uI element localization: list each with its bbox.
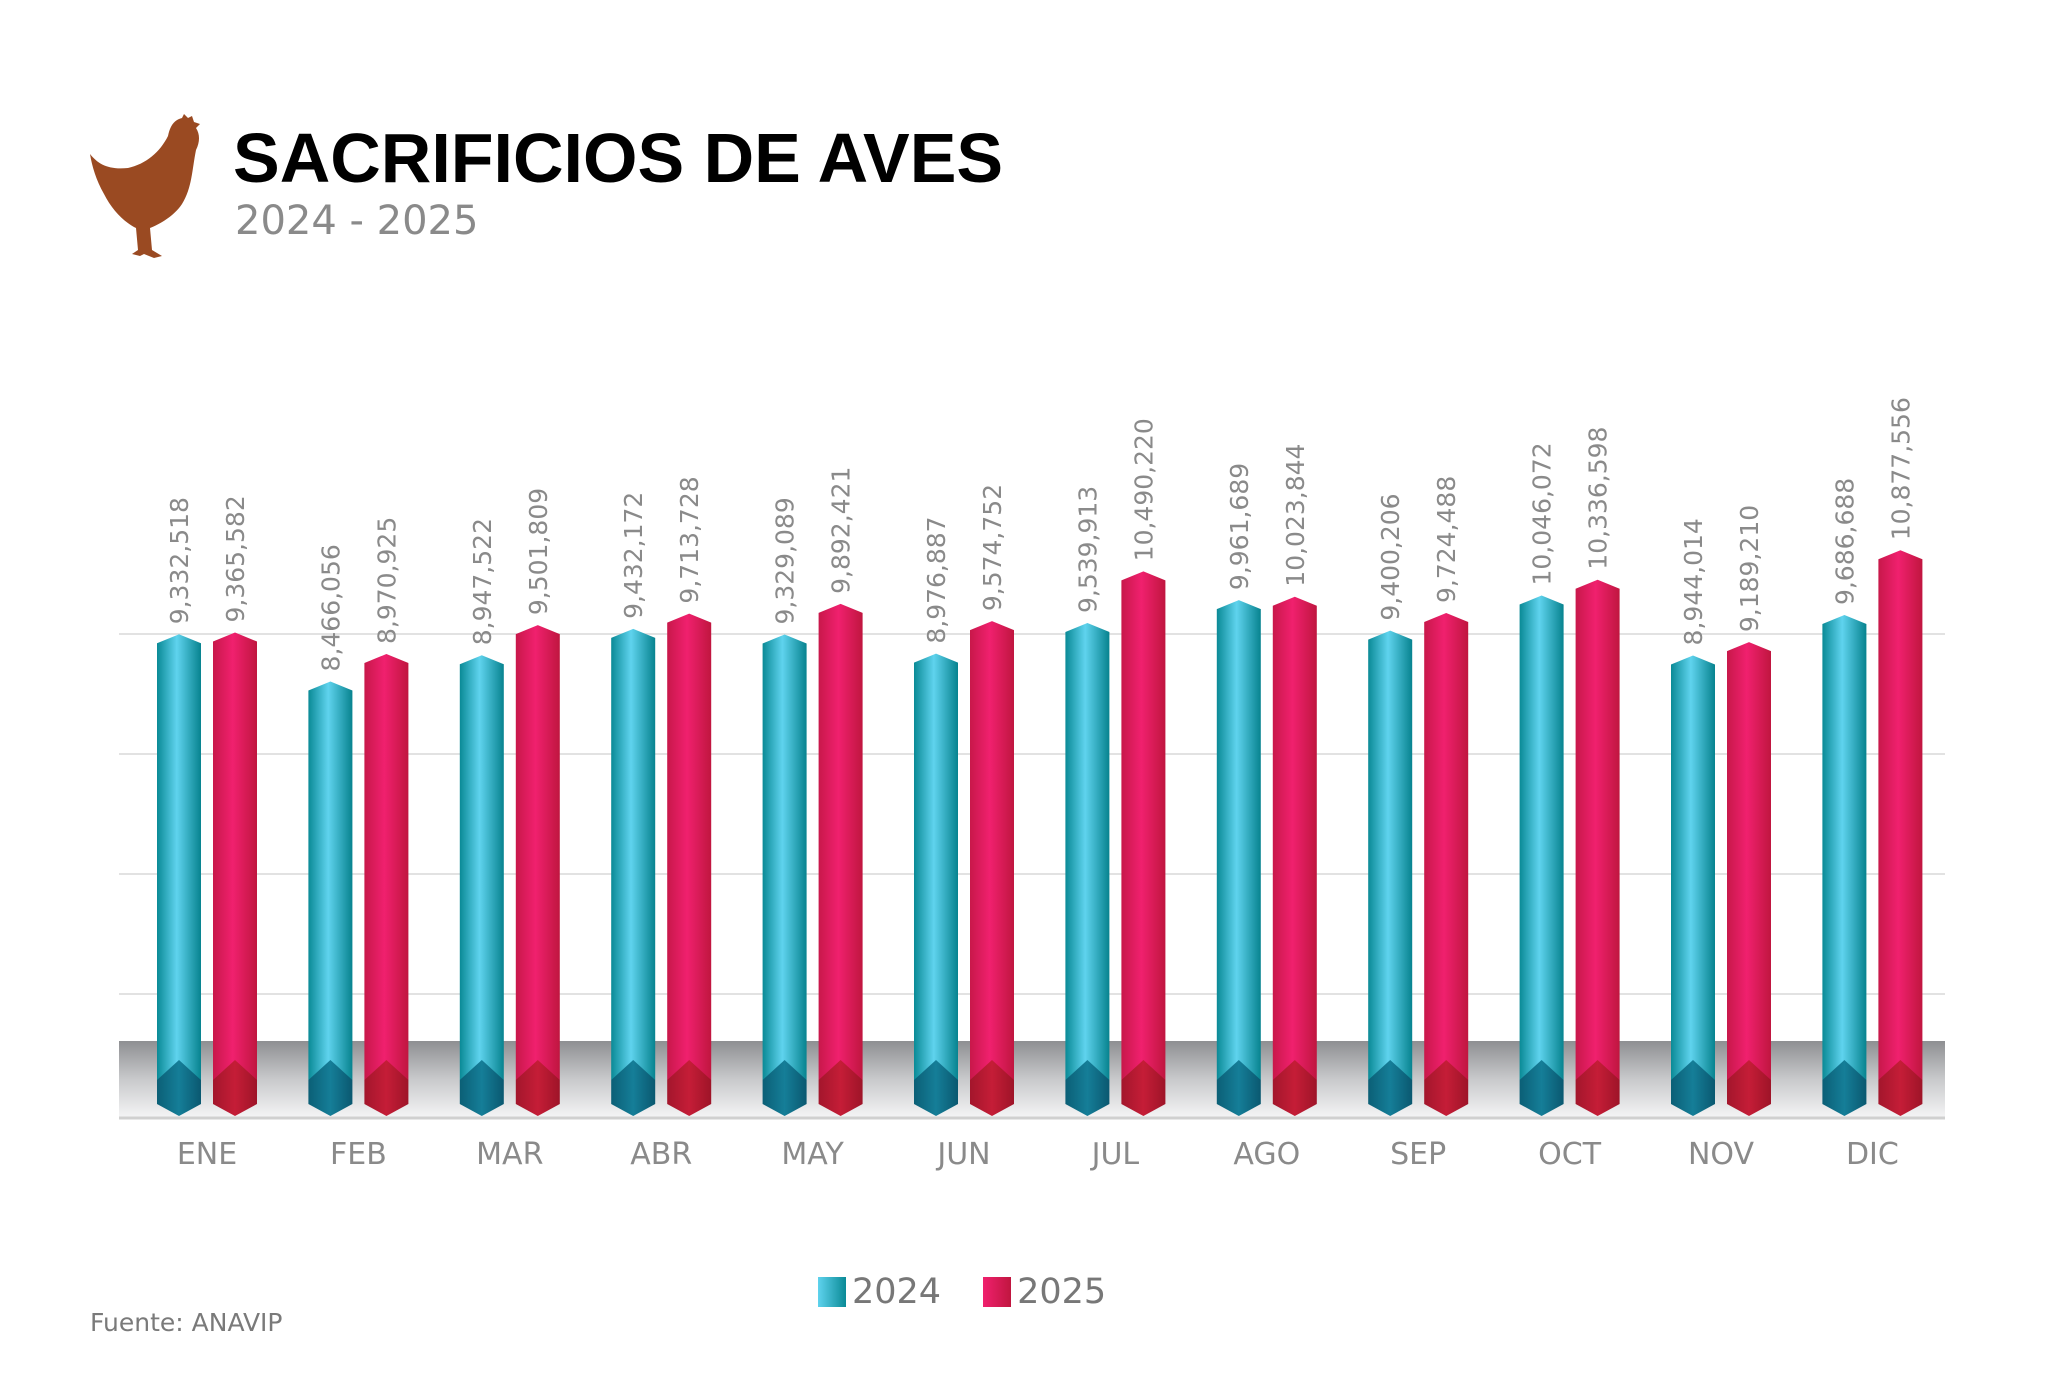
legend-label-2025: 2025 bbox=[1017, 1272, 1107, 1312]
bar-2024-jul bbox=[1065, 623, 1110, 1116]
bar-2025-ago bbox=[1272, 596, 1317, 1116]
x-tick-label: FEB bbox=[330, 1137, 387, 1172]
data-label: 9,961,689 bbox=[1225, 463, 1254, 590]
bar-2024-nov bbox=[1671, 655, 1715, 1116]
legend-item-2025: 2025 bbox=[983, 1272, 1106, 1312]
x-tick-label: SEP bbox=[1390, 1137, 1446, 1172]
data-label: 8,970,925 bbox=[372, 517, 401, 644]
data-label: 10,046,072 bbox=[1528, 442, 1557, 585]
data-label: 10,336,598 bbox=[1584, 427, 1613, 570]
bar-2024-feb bbox=[308, 681, 353, 1116]
legend-swatch-2024 bbox=[818, 1277, 846, 1307]
page-title: SACRIFICIOS DE AVES bbox=[233, 119, 1004, 197]
x-tick-label: MAY bbox=[781, 1137, 844, 1172]
bar-2025-feb bbox=[364, 653, 409, 1116]
data-label: 8,947,522 bbox=[468, 518, 497, 645]
x-tick-label: NOV bbox=[1688, 1137, 1755, 1172]
bar-2024-dic bbox=[1822, 615, 1867, 1116]
bar-2024-may bbox=[762, 634, 807, 1116]
data-label: 9,432,172 bbox=[619, 492, 648, 619]
x-tick-label: ENE bbox=[177, 1137, 237, 1172]
x-tick-label: JUL bbox=[1090, 1137, 1140, 1172]
data-label: 9,686,688 bbox=[1830, 478, 1859, 605]
bar-2025-sep bbox=[1424, 612, 1469, 1116]
data-label: 9,400,206 bbox=[1376, 493, 1405, 620]
bar-2024-jun bbox=[914, 653, 958, 1116]
bar-2025-ene bbox=[213, 632, 257, 1116]
chart-floor bbox=[119, 1041, 1945, 1117]
x-tick-label: JUN bbox=[935, 1137, 990, 1172]
bar-2024-sep bbox=[1368, 630, 1413, 1116]
data-label: 9,539,913 bbox=[1073, 486, 1102, 613]
data-label: 9,501,809 bbox=[524, 488, 553, 615]
data-label: 8,944,014 bbox=[1679, 518, 1708, 645]
legend-item-2024: 2024 bbox=[818, 1272, 941, 1312]
data-label: 8,976,887 bbox=[922, 516, 951, 643]
data-label: 9,332,518 bbox=[165, 497, 194, 624]
bar-2024-ago bbox=[1216, 600, 1261, 1116]
bar-2025-abr bbox=[667, 613, 712, 1116]
bar-2025-jun bbox=[970, 621, 1014, 1116]
data-label: 10,490,220 bbox=[1129, 418, 1158, 561]
legend-label-2024: 2024 bbox=[852, 1272, 942, 1312]
data-label: 10,023,844 bbox=[1281, 444, 1310, 587]
data-label: 8,466,056 bbox=[316, 544, 345, 671]
bar-2025-dic bbox=[1878, 550, 1923, 1116]
bar-2025-mar bbox=[515, 625, 560, 1116]
source-note: Fuente: ANAVIP bbox=[90, 1308, 283, 1337]
x-tick-label: MAR bbox=[476, 1137, 543, 1172]
page-subtitle: 2024 - 2025 bbox=[235, 198, 479, 244]
bar-2024-abr bbox=[611, 628, 656, 1116]
data-label: 9,574,752 bbox=[978, 484, 1007, 611]
x-tick-label: OCT bbox=[1538, 1137, 1602, 1172]
data-label: 9,365,582 bbox=[221, 495, 250, 622]
x-tick-label: AGO bbox=[1233, 1137, 1300, 1172]
data-label: 9,713,728 bbox=[675, 476, 704, 603]
legend-swatch-2025 bbox=[983, 1277, 1012, 1307]
bar-2024-mar bbox=[459, 655, 504, 1116]
bar-2025-oct bbox=[1575, 579, 1620, 1116]
bar-2025-may bbox=[818, 603, 863, 1116]
chicken-icon bbox=[90, 114, 200, 258]
data-label: 9,189,210 bbox=[1735, 505, 1764, 632]
bar-2025-jul bbox=[1121, 571, 1166, 1116]
legend: 2024 2025 bbox=[818, 1272, 1148, 1312]
data-label: 10,877,556 bbox=[1886, 397, 1915, 540]
data-label: 9,892,421 bbox=[827, 467, 856, 594]
x-tick-label: ABR bbox=[630, 1137, 692, 1172]
x-tick-label: DIC bbox=[1846, 1137, 1899, 1172]
data-label: 9,329,089 bbox=[771, 497, 800, 624]
bar-2024-ene bbox=[157, 634, 201, 1116]
bar-2025-nov bbox=[1727, 642, 1771, 1116]
bar-2024-oct bbox=[1519, 595, 1564, 1116]
data-label: 9,724,488 bbox=[1432, 476, 1461, 603]
